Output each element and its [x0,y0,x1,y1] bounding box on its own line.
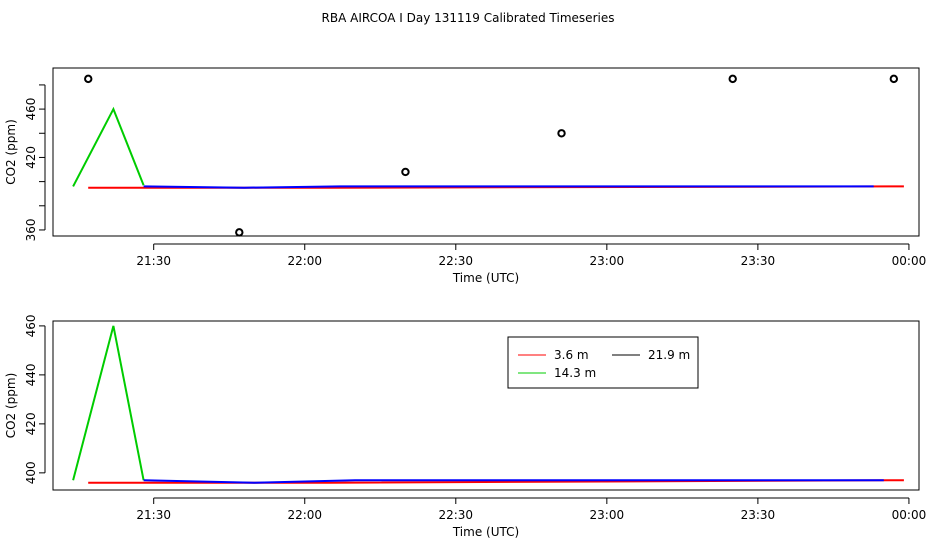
x-tick-label: 00:00 [892,508,927,522]
x-axis-title: Time (UTC) [452,271,519,285]
chart-panel-2: 21:30 22:00 22:30 23:00 23:30 00:00 400 420 440 4… [4,314,926,539]
data-point [728,74,737,84]
series-line-1 [72,325,145,481]
x-tick-label: 00:00 [892,254,927,268]
x-tick-label: 23:00 [590,254,625,268]
series-line-3 [143,185,874,189]
x-axis-title: Time (UTC) [452,525,519,539]
x-tick-label: 22:30 [438,508,473,522]
y-tick-label: 420 [24,146,38,169]
x-tick-label: 22:30 [438,254,473,268]
x-tick-label: 22:00 [287,254,322,268]
series-line-2 [88,479,904,484]
x-tick-label: 23:30 [741,508,776,522]
data-point [84,74,93,84]
y-tick-label: 400 [24,461,38,484]
data-point [235,228,244,237]
y-axis-title: CO2 (ppm) [4,119,18,185]
x-tick-label: 22:00 [287,508,322,522]
y-tick-label: 460 [24,98,38,121]
legend-label-2: 21.9 m [648,348,690,362]
y-tick-label: 460 [24,314,38,337]
y-tick-label: 440 [24,363,38,386]
legend-box [507,336,699,389]
data-point [889,74,899,84]
plot-frame [52,320,920,491]
x-tick-label: 23:00 [590,508,625,522]
series-line-3 [143,479,884,484]
legend: 3.6 m 21.9 m 14.3 m [507,336,699,389]
data-point [401,167,410,177]
chart-title: RBA AIRCOA I Day 131119 Calibrated Times… [322,11,615,25]
data-point [557,129,566,138]
chart-panel-1: 21:30 22:00 22:30 23:00 23:30 00:00 360 420 460 T… [4,67,927,285]
x-tick-label: 23:30 [741,254,776,268]
plot-frame [52,67,920,237]
y-axis-title: CO2 (ppm) [4,373,18,439]
x-tick-label: 21:30 [136,508,171,522]
y-tick-label: 360 [24,219,38,242]
x-tick-label: 21:30 [136,254,171,268]
series-line-1 [72,106,145,187]
legend-label-3: 14.3 m [554,366,596,380]
legend-label-1: 3.6 m [554,348,589,362]
y-tick-label: 420 [24,412,38,435]
